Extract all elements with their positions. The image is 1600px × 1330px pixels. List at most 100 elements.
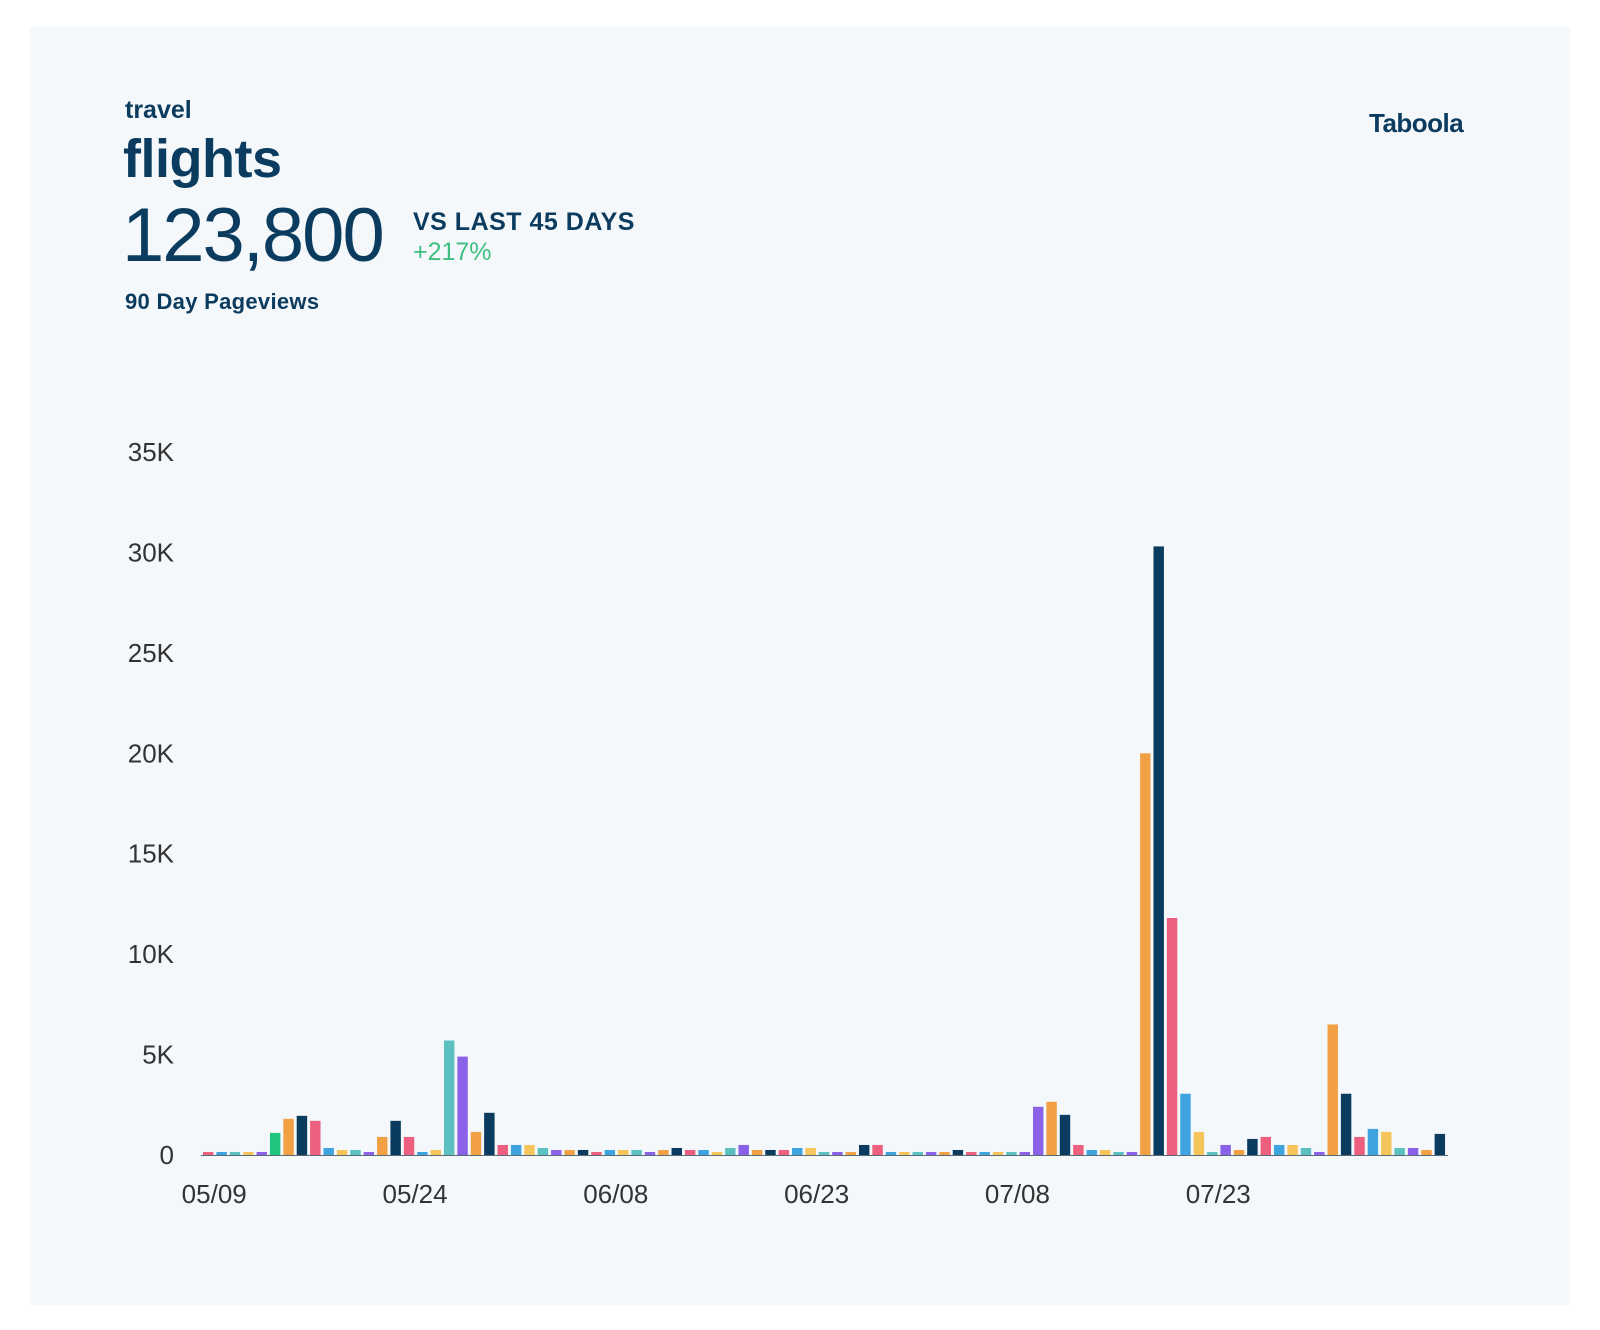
bar[interactable] (1394, 1147, 1405, 1155)
bar[interactable] (524, 1144, 535, 1155)
bar[interactable] (1126, 1151, 1138, 1155)
bar[interactable] (443, 1040, 455, 1155)
bar[interactable] (778, 1149, 790, 1155)
bar[interactable] (698, 1149, 709, 1155)
bar[interactable] (618, 1149, 629, 1155)
x-tick-label: 05/24 (382, 1179, 447, 1209)
bar[interactable] (1099, 1149, 1111, 1155)
bar[interactable] (1367, 1128, 1379, 1155)
bar[interactable] (1166, 917, 1178, 1155)
bar[interactable] (510, 1144, 522, 1155)
bar[interactable] (1220, 1144, 1231, 1155)
bar[interactable] (885, 1151, 897, 1155)
bar[interactable] (631, 1149, 642, 1155)
y-tick-label: 5K (142, 1040, 174, 1070)
bar[interactable] (390, 1120, 401, 1155)
bar[interactable] (751, 1149, 763, 1155)
bar[interactable] (939, 1151, 950, 1155)
bar[interactable] (845, 1151, 857, 1155)
bar[interactable] (1381, 1131, 1392, 1155)
y-tick-label: 35K (128, 437, 175, 467)
bar[interactable] (992, 1151, 1004, 1155)
bar[interactable] (551, 1149, 562, 1155)
bar[interactable] (470, 1131, 482, 1155)
bar[interactable] (684, 1149, 696, 1155)
bar[interactable] (377, 1136, 388, 1155)
bar[interactable] (417, 1151, 428, 1155)
bar[interactable] (1073, 1144, 1084, 1155)
bar[interactable] (1033, 1106, 1044, 1155)
bar[interactable] (1260, 1136, 1272, 1155)
bar[interactable] (1207, 1151, 1218, 1155)
bar[interactable] (1086, 1149, 1097, 1155)
bar[interactable] (577, 1149, 589, 1155)
bar[interactable] (216, 1151, 227, 1155)
bar[interactable] (591, 1151, 602, 1155)
bar[interactable] (858, 1144, 870, 1155)
bar[interactable] (484, 1112, 495, 1155)
bar[interactable] (912, 1151, 923, 1155)
bar[interactable] (229, 1151, 241, 1155)
bar[interactable] (832, 1151, 843, 1155)
bar[interactable] (497, 1144, 508, 1155)
x-tick-label: 06/08 (583, 1179, 648, 1209)
bar[interactable] (1113, 1151, 1124, 1155)
x-tick-label: 05/09 (182, 1179, 247, 1209)
bar[interactable] (1140, 753, 1151, 1155)
bar[interactable] (658, 1149, 669, 1155)
bar[interactable] (1300, 1147, 1312, 1155)
bar[interactable] (310, 1120, 321, 1155)
bar[interactable] (1287, 1144, 1298, 1155)
bar[interactable] (1314, 1151, 1325, 1155)
bar[interactable] (979, 1151, 990, 1155)
bar[interactable] (1247, 1138, 1258, 1155)
bar[interactable] (1180, 1093, 1191, 1155)
bar[interactable] (256, 1151, 267, 1155)
bar[interactable] (1019, 1151, 1031, 1155)
bar[interactable] (1006, 1151, 1017, 1155)
bar[interactable] (792, 1147, 803, 1155)
bar[interactable] (818, 1151, 830, 1155)
bar[interactable] (537, 1147, 549, 1155)
bar[interactable] (899, 1151, 910, 1155)
bar[interactable] (243, 1151, 254, 1155)
bar[interactable] (1046, 1101, 1057, 1155)
bar[interactable] (336, 1149, 348, 1155)
bar[interactable] (1153, 546, 1164, 1155)
bar[interactable] (1273, 1144, 1285, 1155)
bar[interactable] (725, 1147, 736, 1155)
bar[interactable] (604, 1149, 616, 1155)
bar[interactable] (323, 1147, 334, 1155)
bar[interactable] (203, 1151, 214, 1155)
bar[interactable] (1340, 1093, 1352, 1155)
bar[interactable] (952, 1149, 964, 1155)
bar[interactable] (1193, 1131, 1205, 1155)
bar[interactable] (1407, 1147, 1419, 1155)
bar[interactable] (1059, 1114, 1071, 1155)
bar[interactable] (430, 1149, 442, 1155)
bar[interactable] (1233, 1149, 1245, 1155)
bar[interactable] (363, 1151, 375, 1155)
bar[interactable] (457, 1056, 468, 1155)
bar[interactable] (872, 1144, 883, 1155)
bar[interactable] (1327, 1024, 1338, 1155)
bar[interactable] (296, 1115, 308, 1155)
bar[interactable] (805, 1147, 816, 1155)
page-title: flights (123, 129, 282, 189)
bar[interactable] (738, 1144, 749, 1155)
bar[interactable] (925, 1151, 937, 1155)
bar[interactable] (1434, 1133, 1446, 1155)
bar[interactable] (403, 1136, 415, 1155)
bar[interactable] (644, 1151, 656, 1155)
y-tick-label: 30K (128, 537, 175, 567)
bar[interactable] (765, 1149, 776, 1155)
bar[interactable] (1354, 1136, 1365, 1155)
bar[interactable] (711, 1151, 723, 1155)
bar[interactable] (671, 1147, 682, 1155)
bar[interactable] (564, 1149, 575, 1155)
bar[interactable] (269, 1132, 281, 1155)
bar[interactable] (350, 1149, 361, 1155)
bar[interactable] (966, 1151, 977, 1155)
bar[interactable] (1421, 1149, 1432, 1155)
bar[interactable] (283, 1118, 294, 1155)
